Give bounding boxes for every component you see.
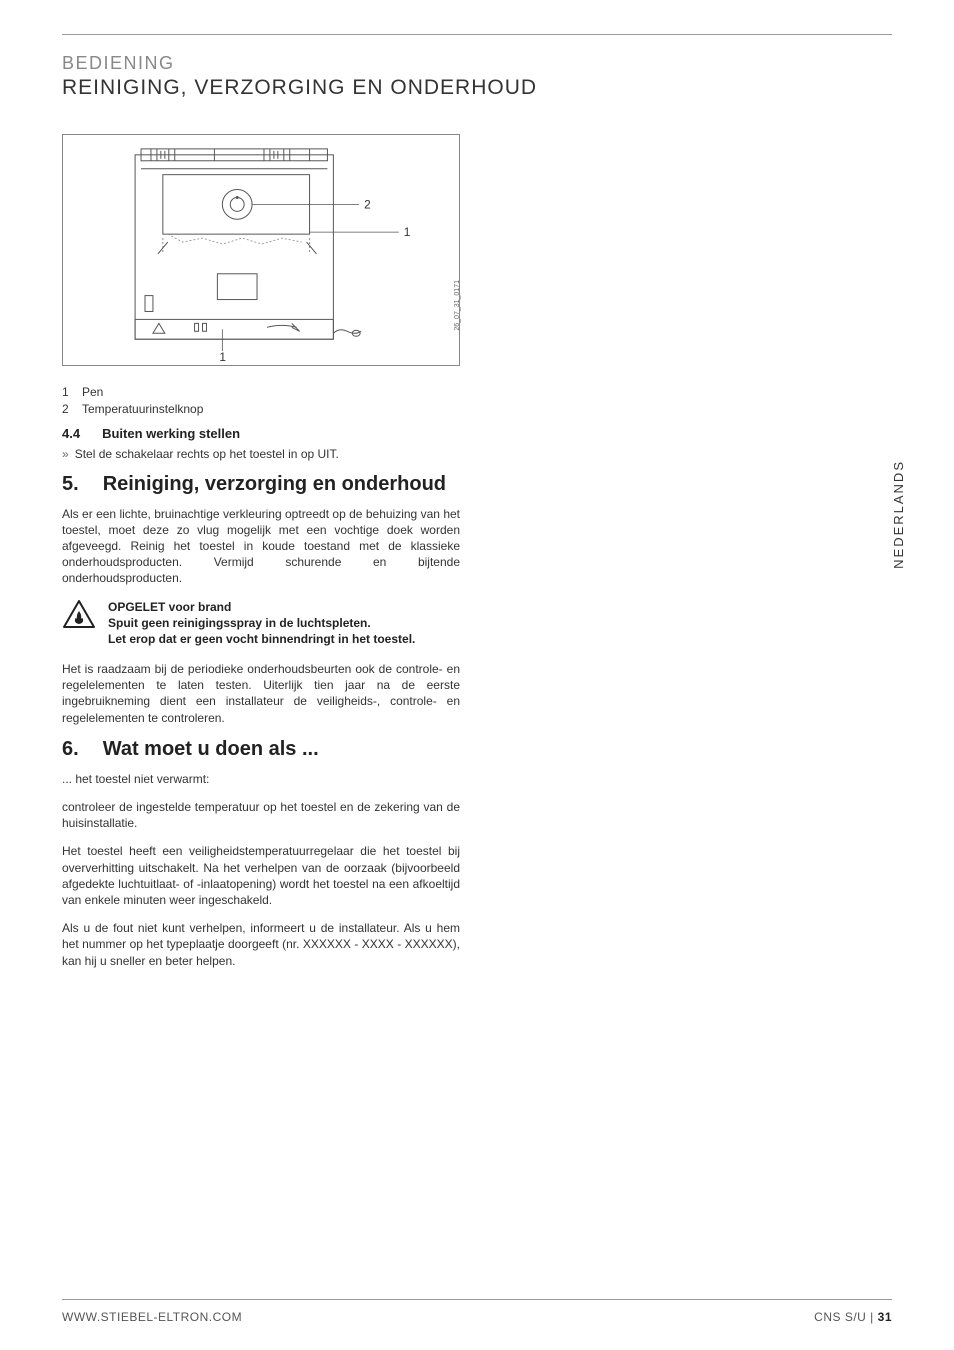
legend-label: Temperatuurinstelknop (82, 401, 203, 418)
callout-2: 2 (364, 197, 371, 211)
header-large: REINIGING, VERZORGING EN ONDERHOUD (62, 76, 892, 100)
footer-prefix: CNS S/U | (814, 1310, 877, 1324)
section-6-heading: 6. Wat moet u doen als ... (62, 738, 460, 761)
footer-pagenum: 31 (878, 1310, 892, 1324)
callout-1-right: 1 (404, 225, 411, 239)
legend-label: Pen (82, 384, 103, 401)
legend-row: 1 Pen (62, 384, 460, 401)
warning-line2: Spuit geen reinigingsspray in de luchtsp… (108, 615, 415, 631)
section-6-para3: Het toestel heeft een veiligheidstempera… (62, 843, 460, 908)
legend-row: 2 Temperatuurinstelknop (62, 401, 460, 418)
section-6-para1: ... het toestel niet verwarmt: (62, 771, 460, 787)
warning-line3: Let erop dat er geen vocht binnendringt … (108, 631, 415, 647)
warning-text: OPGELET voor brand Spuit geen reinigings… (108, 599, 415, 648)
callout-1-bottom: 1 (219, 350, 226, 364)
bullet-text: Stel de schakelaar rechts op het toestel… (75, 447, 339, 461)
section-5-para1: Als er een lichte, bruinachtige verkleur… (62, 506, 460, 587)
legend: 1 Pen 2 Temperatuurinstelknop (62, 384, 460, 418)
warning-line1: OPGELET voor brand (108, 599, 415, 615)
footer-url: WWW.STIEBEL-ELTRON.COM (62, 1310, 242, 1324)
technical-diagram: 2 1 1 26_07_31_0171 (62, 134, 460, 366)
content-column: 2 1 1 26_07_31_0171 1 Pen 2 Temperatuuri… (62, 134, 460, 969)
footer-page: CNS S/U | 31 (814, 1310, 892, 1324)
section-title: Wat moet u doen als ... (103, 738, 319, 761)
header-small: BEDIENING (62, 53, 892, 74)
subheading-4-4: 4.4 Buiten werking stellen (62, 426, 460, 441)
top-rule (62, 34, 892, 35)
diagram-code: 26_07_31_0171 (454, 280, 461, 331)
subheading-num: 4.4 (62, 426, 80, 441)
section-5-para2: Het is raadzaam bij de periodieke onderh… (62, 661, 460, 726)
bullet-line: » Stel de schakelaar rechts op het toest… (62, 447, 460, 461)
language-tab: NEDERLANDS (891, 460, 906, 569)
legend-num: 2 (62, 401, 72, 418)
section-6-para4: Als u de fout niet kunt verhelpen, infor… (62, 920, 460, 969)
section-6-para2: controleer de ingestelde temperatuur op … (62, 799, 460, 831)
fire-warning-icon (62, 599, 96, 629)
section-num: 6. (62, 738, 79, 761)
warning-box: OPGELET voor brand Spuit geen reinigings… (62, 599, 460, 648)
section-5-heading: 5. Reiniging, verzorging en onderhoud (62, 473, 460, 496)
subheading-title: Buiten werking stellen (102, 426, 240, 441)
section-title: Reiniging, verzorging en onderhoud (103, 473, 446, 496)
page: BEDIENING REINIGING, VERZORGING EN ONDER… (0, 0, 954, 1350)
bullet-marker: » (62, 447, 69, 461)
legend-num: 1 (62, 384, 72, 401)
header: BEDIENING REINIGING, VERZORGING EN ONDER… (62, 53, 892, 100)
footer: WWW.STIEBEL-ELTRON.COM CNS S/U | 31 (62, 1299, 892, 1324)
section-num: 5. (62, 473, 79, 496)
diagram-svg: 2 1 1 (63, 135, 459, 365)
